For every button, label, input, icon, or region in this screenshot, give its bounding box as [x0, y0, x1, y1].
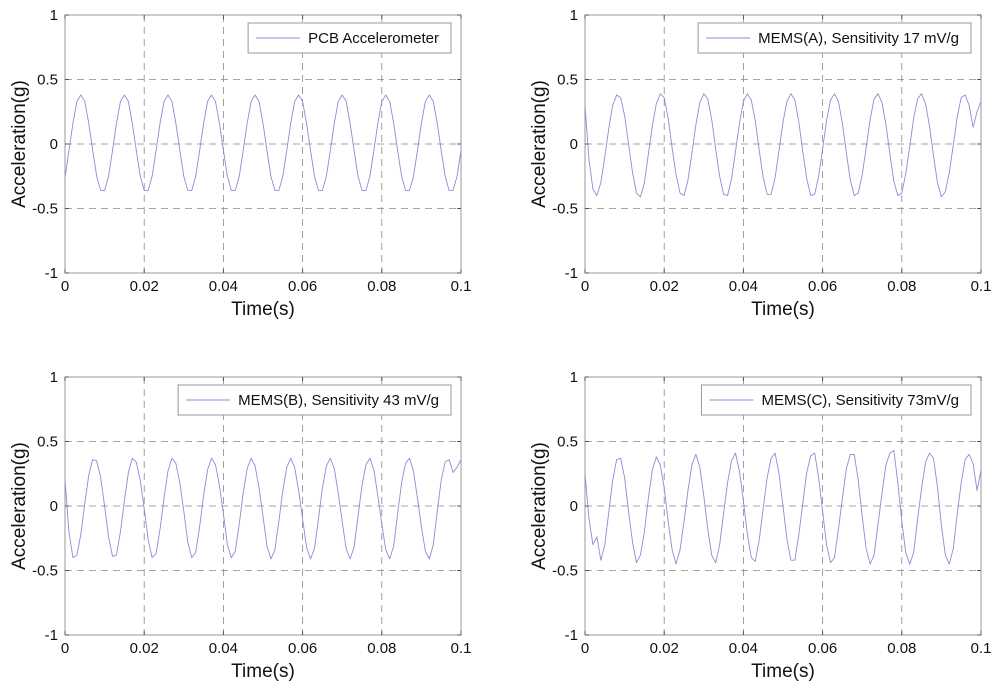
x-tick-label: 0.1	[451, 278, 472, 295]
x-tick-label: 0.04	[209, 278, 238, 295]
x-tick-label: 0.1	[971, 640, 992, 657]
y-tick-label: 1	[570, 369, 578, 386]
x-tick-label: 0.02	[130, 640, 159, 657]
x-tick-label: 0	[581, 640, 589, 657]
x-tick-label: 0	[581, 278, 589, 295]
chart-panel-1: 0 0.02 0.04 0.06 0.08 0.1 -1 -0.5 0 0.5 1 Time(s) Ac…	[9, 7, 471, 320]
y-tick-label: 0.5	[37, 72, 58, 89]
y-tick-label: 0	[50, 136, 58, 153]
x-tick-label: 0.02	[650, 640, 679, 657]
x-tick-label: 0.08	[367, 278, 396, 295]
x-tick-label: 0.04	[729, 640, 758, 657]
x-tick-label: 0.06	[288, 640, 317, 657]
x-tick-label: 0.1	[971, 278, 992, 295]
y-tick-label: 1	[570, 7, 578, 24]
y-tick-label: -0.5	[32, 201, 58, 218]
chart-panel-2: 0 0.02 0.04 0.06 0.08 0.1 -1 -0.5 0 0.5 1 Time(s) Ac…	[529, 7, 991, 320]
x-tick-label: 0.08	[887, 640, 916, 657]
x-axis-label: Time(s)	[231, 299, 295, 320]
y-tick-label: -1	[45, 627, 58, 644]
y-tick-label: 0.5	[37, 434, 58, 451]
y-tick-label: 0.5	[557, 434, 578, 451]
x-tick-label: 0.1	[451, 640, 472, 657]
legend: MEMS(C), Sensitivity 73mV/g	[700, 384, 972, 416]
legend: PCB Accelerometer	[247, 22, 452, 54]
series-line	[584, 450, 982, 565]
legend-label: MEMS(B), Sensitivity 43 mV/g	[238, 392, 439, 409]
x-tick-label: 0	[61, 278, 69, 295]
y-tick-label: -1	[565, 627, 578, 644]
x-axis-label: Time(s)	[751, 661, 815, 682]
x-tick-label: 0.02	[130, 278, 159, 295]
legend-label: MEMS(A), Sensitivity 17 mV/g	[758, 30, 959, 47]
y-tick-label: -0.5	[552, 201, 578, 218]
y-axis-label: Acceleration(g)	[529, 80, 550, 208]
x-tick-label: 0.06	[288, 278, 317, 295]
y-axis-label: Acceleration(g)	[9, 80, 30, 208]
series-line	[584, 93, 982, 198]
x-tick-label: 0.04	[729, 278, 758, 295]
x-tick-label: 0.02	[650, 278, 679, 295]
y-tick-label: 1	[50, 369, 58, 386]
x-axis-label: Time(s)	[751, 299, 815, 320]
legend-label: PCB Accelerometer	[308, 30, 439, 47]
x-tick-label: 0.04	[209, 640, 238, 657]
y-tick-label: 0	[570, 136, 578, 153]
y-tick-label: 1	[50, 7, 58, 24]
x-tick-label: 0.06	[808, 640, 837, 657]
y-tick-label: 0	[50, 498, 58, 515]
x-tick-label: 0.08	[367, 640, 396, 657]
x-tick-label: 0.06	[808, 278, 837, 295]
x-tick-label: 0	[61, 640, 69, 657]
y-tick-label: -0.5	[552, 563, 578, 580]
legend: MEMS(B), Sensitivity 43 mV/g	[177, 384, 452, 416]
x-tick-label: 0.08	[887, 278, 916, 295]
chart-panel-4: 0 0.02 0.04 0.06 0.08 0.1 -1 -0.5 0 0.5 1 Time(s) Ac…	[529, 369, 991, 682]
y-tick-label: 0.5	[557, 72, 578, 89]
y-tick-label: -1	[565, 265, 578, 282]
y-tick-label: 0	[570, 498, 578, 515]
y-tick-label: -1	[45, 265, 58, 282]
series-line	[64, 94, 462, 191]
x-axis-label: Time(s)	[231, 661, 295, 682]
y-axis-label: Acceleration(g)	[9, 442, 30, 570]
legend-label: MEMS(C), Sensitivity 73mV/g	[761, 392, 959, 409]
series-line	[64, 457, 462, 560]
legend: MEMS(A), Sensitivity 17 mV/g	[697, 22, 972, 54]
chart-panel-3: 0 0.02 0.04 0.06 0.08 0.1 -1 -0.5 0 0.5 1 Time(s) Ac…	[9, 369, 471, 682]
y-axis-label: Acceleration(g)	[529, 442, 550, 570]
y-tick-label: -0.5	[32, 563, 58, 580]
